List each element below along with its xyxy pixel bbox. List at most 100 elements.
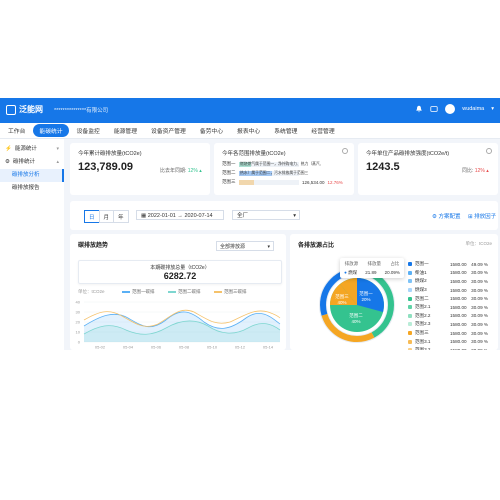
- y-tick-label: 30: [76, 310, 81, 315]
- legend-row[interactable]: 范围2.3 1580.00 30.09 %: [408, 320, 488, 329]
- nav-workbench[interactable]: 工作台: [8, 129, 26, 135]
- bell-icon[interactable]: [415, 105, 423, 113]
- emission-factor-link[interactable]: ⊞ 排放因子: [468, 212, 496, 220]
- kpi-unit-card: 今年单位产品碳排放强度(tCO2e/t) 1243.5 同比: 12% ▴: [358, 143, 498, 195]
- scope-bar-fill: [239, 179, 254, 185]
- legend-pct: 30.09 %: [471, 339, 488, 345]
- scope-bar: 燃烧燃气属于范围一，净外购电力、热力（蒸汽、: [239, 161, 324, 167]
- nav-system-mgmt[interactable]: 系统管理: [274, 129, 298, 135]
- legend-pct: 30.09 %: [471, 321, 488, 327]
- filter-bar: 日 月 年 ▦ 2022-01-01 → 2020-07-14 全厂 ▾ ⚙ 方…: [70, 201, 498, 230]
- factor-icon: ⊞: [468, 214, 473, 220]
- legend-value: 1580.00: [449, 261, 467, 267]
- legend-label: 范围三碳排: [224, 289, 247, 294]
- main-nav: 工作台 能碳统计 设备监控 能源管理 设备资产管理 备劳中心 报表中心 系统管理…: [0, 123, 500, 139]
- y-tick-label: 10: [76, 330, 81, 335]
- nav-report-center[interactable]: 报表中心: [237, 129, 261, 135]
- compare-value: 12%: [187, 168, 198, 174]
- legend-pct: 30.09 %: [471, 296, 488, 302]
- legend-row[interactable]: 燃煤2 1580.00 30.09 %: [408, 277, 488, 286]
- logo[interactable]: 泛能网: [6, 104, 43, 115]
- compare-label: 比去年同期:: [160, 168, 187, 174]
- legend-value: 1580.00: [439, 348, 467, 350]
- nav-energy-mgmt[interactable]: 能源管理: [113, 129, 138, 135]
- series-line-scope2: [83, 320, 281, 335]
- x-tick-label: 05-02: [95, 345, 106, 350]
- avatar[interactable]: [445, 104, 456, 114]
- chevron-down-icon: ▾: [267, 244, 270, 250]
- info-icon[interactable]: [342, 148, 348, 154]
- legend-name: 范围2.1: [414, 304, 431, 310]
- legend-swatch: [408, 262, 412, 267]
- pie-slice-scope1[interactable]: [357, 278, 384, 312]
- scope-desc: 燃烧燃气属于范围一，净外购电力、热力（蒸汽、: [240, 161, 324, 166]
- legend-row[interactable]: 范围一 1580.00 49.09 %: [408, 260, 488, 269]
- carbon-icon: ⚙: [5, 159, 10, 165]
- message-icon[interactable]: [430, 105, 438, 113]
- nav-device-monitor[interactable]: 设备监控: [76, 129, 100, 135]
- sidebar-group-energy[interactable]: ⚡ 能源统计 ▾: [0, 143, 64, 156]
- legend-swatch: [168, 291, 176, 293]
- logo-icon: [6, 104, 16, 115]
- legend-swatch: [408, 313, 412, 318]
- legend-pct: 30.09 %: [471, 330, 488, 336]
- source-select[interactable]: 全部排放源 ▾: [216, 241, 274, 251]
- pie-slice-scope3[interactable]: [330, 284, 357, 305]
- legend-row[interactable]: 柴油1 1580.00 30.09 %: [408, 269, 488, 278]
- period-year[interactable]: 年: [113, 210, 129, 223]
- period-day[interactable]: 日: [84, 210, 100, 223]
- sidebar-item-carbon-analysis[interactable]: 碳排放分析: [0, 169, 64, 182]
- x-tick-label: 05-06: [151, 345, 162, 350]
- legend-value: 1580.00: [449, 321, 467, 327]
- chevron-down-icon[interactable]: ▾: [491, 106, 494, 112]
- plant-select[interactable]: 全厂 ▾: [232, 210, 300, 220]
- share-title: 各排放源占比: [298, 243, 335, 249]
- legend-row[interactable]: 范围三 1580.00 30.09 %: [408, 329, 488, 338]
- nav-service-center[interactable]: 备劳中心: [199, 129, 224, 135]
- sidebar-item-carbon-report[interactable]: 碳排放报告: [12, 185, 40, 191]
- legend-value: 1580.00: [449, 304, 467, 310]
- settings-icon: ⚙: [432, 214, 437, 220]
- nav-business-mgmt[interactable]: 经营管理: [311, 129, 335, 135]
- legend-item[interactable]: 范围一碳排: [122, 289, 155, 295]
- kpi-total-title: 今年累计碳排放量(tCO2e): [78, 151, 142, 157]
- legend-row[interactable]: 范围2.1 1580.00 30.09 %: [408, 303, 488, 312]
- legend-item[interactable]: 范围二碳排: [168, 289, 201, 295]
- scope-pct: 12.76%: [327, 179, 343, 185]
- legend-row[interactable]: 范围二 1580.00 30.09 %: [408, 294, 488, 303]
- pie-label: 20%: [361, 297, 370, 302]
- y-tick-label: 0: [78, 340, 81, 345]
- scheme-config-link[interactable]: ⚙ 方案配置: [432, 212, 460, 220]
- legend-name: 柴油1: [414, 269, 427, 275]
- energy-icon: ⚡: [5, 146, 12, 152]
- legend-row[interactable]: 燃煤3 1580.00 30.09 %: [408, 286, 488, 295]
- chevron-down-icon: ▾: [56, 146, 59, 152]
- share-card: 各排放源占比 单位：tCO2e 范围一 20% 范围三 40% 范围二 40% …: [290, 234, 498, 350]
- sidebar: ⚡ 能源统计 ▾ ⚙ 碳排统计 ▴ 碳排放分析 碳排放报告: [0, 139, 64, 350]
- legend-value: 1580.00: [449, 339, 467, 345]
- date-range-picker[interactable]: ▦ 2022-01-01 → 2020-07-14: [136, 210, 224, 220]
- legend-swatch: [122, 291, 130, 293]
- nav-carbon-stats[interactable]: 能碳统计: [33, 124, 69, 137]
- legend-name: 燃煤3: [414, 287, 427, 293]
- legend-item[interactable]: 范围三碳排: [214, 289, 247, 295]
- series-area: [84, 311, 280, 342]
- period-switch: 日 月 年: [84, 210, 129, 223]
- legend-name: 范围3.2: [414, 347, 431, 350]
- donut-legend: 范围一 1580.00 49.09 % 柴油1 1580.00 30.09 % 燃煤2 158…: [408, 260, 488, 350]
- legend-row[interactable]: 范围3.1 1580.00 30.09 %: [408, 337, 488, 346]
- x-tick-label: 05-08: [179, 345, 190, 350]
- pie-slice-scope3[interactable]: [340, 278, 357, 305]
- kpi-scope-title: 今年各范围排放量(tCO2e): [222, 151, 286, 157]
- user-name[interactable]: wudaima: [462, 106, 485, 112]
- scope-row: 范围一 燃烧燃气属于范围一，净外购电力、热力（蒸汽、: [222, 161, 324, 167]
- nav-asset-mgmt[interactable]: 设备资产管理: [151, 129, 186, 135]
- sidebar-group-carbon[interactable]: ⚙ 碳排统计 ▴: [0, 156, 64, 169]
- period-month[interactable]: 月: [98, 210, 115, 223]
- info-icon[interactable]: [486, 148, 492, 154]
- kpi-total-value: 123,789.09: [78, 161, 134, 173]
- legend-row[interactable]: 范围2.2 1580.00 30.09 %: [408, 312, 488, 321]
- y-tick-label: 40: [76, 300, 81, 305]
- pie-label: 范围二: [349, 312, 363, 319]
